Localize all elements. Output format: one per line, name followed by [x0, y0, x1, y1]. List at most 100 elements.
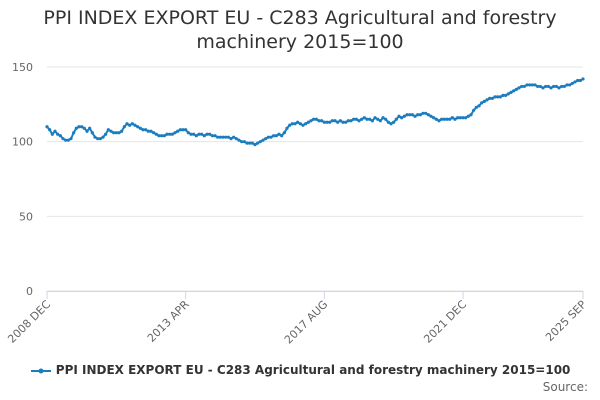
point — [522, 84, 526, 89]
x-tick-label: 2021 DEC — [421, 298, 469, 346]
point — [45, 125, 49, 129]
point — [74, 126, 78, 130]
point — [378, 119, 382, 123]
point — [200, 132, 204, 136]
point — [568, 83, 572, 87]
point — [82, 126, 86, 130]
point — [250, 141, 254, 145]
point — [346, 119, 350, 123]
point — [314, 117, 318, 121]
point — [130, 122, 134, 126]
point — [165, 132, 169, 136]
point — [184, 128, 188, 132]
point — [58, 134, 62, 138]
point — [160, 134, 164, 138]
point — [402, 114, 406, 118]
point — [466, 114, 470, 118]
point — [162, 134, 166, 138]
point — [421, 111, 425, 115]
point — [277, 132, 281, 136]
point — [509, 90, 513, 94]
x-tick-label: 2008 DEC — [5, 298, 53, 346]
point — [194, 134, 198, 138]
point — [90, 131, 94, 135]
point — [410, 113, 414, 117]
point — [104, 132, 108, 136]
point — [330, 119, 334, 123]
x-tick-label: 2013 APR — [145, 298, 192, 345]
point — [208, 132, 212, 136]
point — [48, 128, 52, 132]
point — [53, 129, 57, 133]
point — [552, 84, 556, 89]
point — [317, 119, 321, 123]
point — [384, 117, 388, 121]
point — [272, 134, 276, 138]
point — [72, 131, 76, 135]
point — [80, 125, 84, 129]
point — [144, 128, 148, 132]
point — [56, 132, 60, 136]
point — [488, 96, 492, 100]
point — [325, 120, 329, 124]
point — [96, 137, 100, 141]
point — [352, 117, 356, 121]
point — [280, 134, 284, 138]
point — [562, 84, 566, 89]
point — [536, 84, 540, 89]
point — [477, 104, 481, 108]
point — [464, 116, 468, 120]
point — [101, 135, 105, 139]
point — [538, 84, 542, 89]
point — [256, 141, 260, 145]
point — [85, 129, 89, 133]
point — [560, 84, 564, 89]
point — [282, 131, 286, 135]
point — [533, 83, 537, 87]
point — [226, 135, 230, 139]
point — [178, 128, 182, 132]
point — [450, 116, 454, 120]
point — [501, 93, 505, 97]
point — [269, 135, 273, 139]
point — [357, 119, 361, 123]
point — [373, 116, 377, 120]
point — [570, 81, 574, 86]
point — [368, 117, 372, 121]
point — [440, 117, 444, 121]
point — [418, 113, 422, 117]
point — [114, 131, 118, 135]
point — [170, 132, 174, 136]
point — [301, 123, 305, 127]
point — [565, 83, 569, 87]
point — [234, 137, 238, 141]
point — [248, 141, 252, 145]
x-tick-label: 2025 SEP — [543, 298, 589, 344]
point — [322, 120, 326, 124]
point — [544, 84, 548, 89]
point — [205, 132, 209, 136]
y-tick-label: 100 — [12, 136, 33, 149]
point — [408, 113, 412, 117]
point — [525, 83, 529, 87]
point — [152, 131, 156, 135]
source: Source: — [542, 380, 588, 394]
point — [122, 125, 126, 129]
point — [453, 117, 457, 121]
point — [485, 98, 489, 102]
point — [93, 135, 97, 139]
point — [77, 125, 81, 129]
point — [109, 129, 113, 133]
point — [416, 113, 420, 117]
y-tick-label: 0 — [26, 285, 33, 298]
point — [242, 140, 246, 144]
point — [400, 116, 404, 120]
point — [528, 83, 532, 87]
point — [472, 108, 476, 112]
point — [365, 117, 369, 121]
point — [285, 126, 289, 130]
point — [392, 120, 396, 124]
point — [576, 78, 580, 83]
point — [397, 114, 401, 118]
